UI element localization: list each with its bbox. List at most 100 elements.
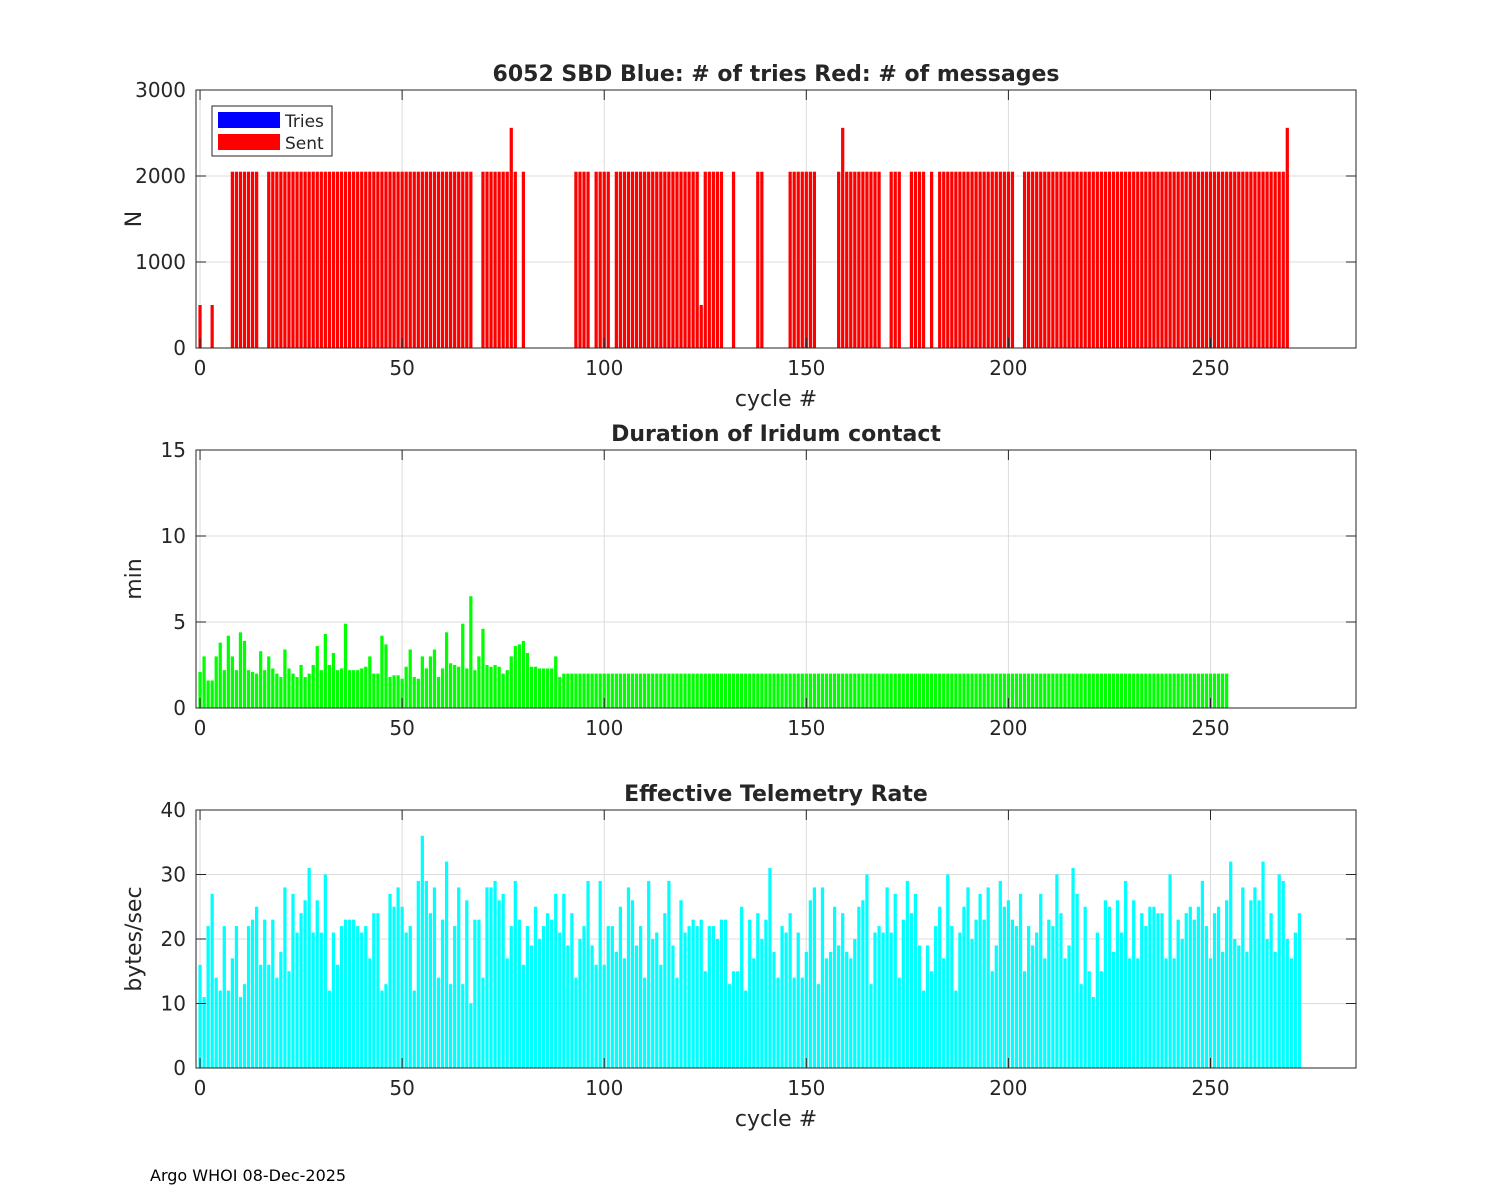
bar xyxy=(307,171,311,348)
bar xyxy=(525,652,530,708)
bar xyxy=(1140,913,1144,1068)
bar xyxy=(772,951,776,1068)
bar xyxy=(1043,958,1047,1068)
bar xyxy=(250,171,255,348)
bar xyxy=(1212,913,1217,1068)
bar xyxy=(521,171,526,348)
bar xyxy=(703,673,707,708)
bar xyxy=(1136,958,1140,1068)
bar xyxy=(396,171,400,348)
bar xyxy=(1095,673,1099,708)
bar xyxy=(687,926,691,1068)
bar xyxy=(485,887,489,1068)
bar xyxy=(792,673,796,708)
bar xyxy=(1176,171,1180,348)
bar xyxy=(291,171,295,348)
bar xyxy=(1188,906,1192,1068)
bar xyxy=(626,171,631,348)
bar xyxy=(505,670,509,708)
bar xyxy=(1212,673,1217,708)
bar xyxy=(1047,171,1051,348)
bar xyxy=(638,171,643,348)
bar xyxy=(242,640,247,708)
bar xyxy=(541,668,546,708)
bar xyxy=(881,673,885,708)
bar xyxy=(396,887,400,1068)
bar xyxy=(356,171,360,348)
bar xyxy=(740,906,744,1068)
bar xyxy=(537,668,542,708)
bar xyxy=(513,646,517,708)
bar xyxy=(764,919,768,1068)
bar xyxy=(978,673,982,708)
bar xyxy=(647,673,651,708)
bar xyxy=(998,880,1002,1068)
bar xyxy=(299,913,303,1068)
bar xyxy=(198,964,202,1068)
bar xyxy=(1184,673,1188,708)
y-tick-label: 5 xyxy=(173,610,186,634)
bar xyxy=(954,990,958,1068)
bar xyxy=(1144,673,1148,708)
bar xyxy=(271,171,275,348)
bar xyxy=(873,171,877,348)
bar xyxy=(578,939,582,1068)
bar xyxy=(1136,171,1140,348)
bar xyxy=(283,171,287,348)
bar xyxy=(1156,673,1160,708)
bar xyxy=(1200,171,1205,348)
bar xyxy=(796,171,800,348)
bar xyxy=(630,171,635,348)
bar xyxy=(671,171,675,348)
bar xyxy=(812,887,817,1068)
bar xyxy=(655,171,659,348)
bar xyxy=(651,939,655,1068)
bar xyxy=(784,932,788,1068)
bar xyxy=(424,880,428,1068)
bar xyxy=(1002,171,1006,348)
bar xyxy=(938,673,942,708)
bar xyxy=(1026,171,1031,348)
bar xyxy=(804,951,808,1068)
bar xyxy=(711,926,715,1068)
bar xyxy=(929,171,934,348)
bar xyxy=(287,971,291,1068)
bar xyxy=(1245,171,1249,348)
bar xyxy=(1083,673,1087,708)
x-tick-label: 50 xyxy=(389,716,414,740)
bar xyxy=(1237,171,1241,348)
bar xyxy=(756,913,760,1068)
bar xyxy=(453,926,457,1068)
bar xyxy=(1221,171,1225,348)
bar xyxy=(893,171,897,348)
bar xyxy=(1168,171,1172,348)
bar xyxy=(1152,673,1156,708)
bar xyxy=(198,305,202,348)
bar xyxy=(1022,673,1027,708)
bar xyxy=(574,673,578,708)
bar xyxy=(905,880,909,1068)
bar xyxy=(776,673,780,708)
bar xyxy=(715,171,720,348)
bar xyxy=(675,171,679,348)
bar xyxy=(376,171,380,348)
bar xyxy=(307,868,311,1068)
bar xyxy=(412,677,416,708)
bar xyxy=(832,906,837,1068)
y-tick-label: 0 xyxy=(173,696,186,720)
bar xyxy=(489,666,493,708)
bar xyxy=(1132,900,1136,1068)
bar xyxy=(1265,171,1269,348)
bar xyxy=(222,670,226,708)
bar xyxy=(651,171,655,348)
bar xyxy=(1184,171,1188,348)
bar xyxy=(501,673,505,708)
bar xyxy=(271,919,275,1068)
bar xyxy=(909,673,914,708)
bar xyxy=(832,673,837,708)
bar xyxy=(465,171,469,348)
bar xyxy=(974,673,978,708)
bar xyxy=(210,305,214,348)
bar xyxy=(263,919,267,1068)
bar xyxy=(861,900,865,1068)
